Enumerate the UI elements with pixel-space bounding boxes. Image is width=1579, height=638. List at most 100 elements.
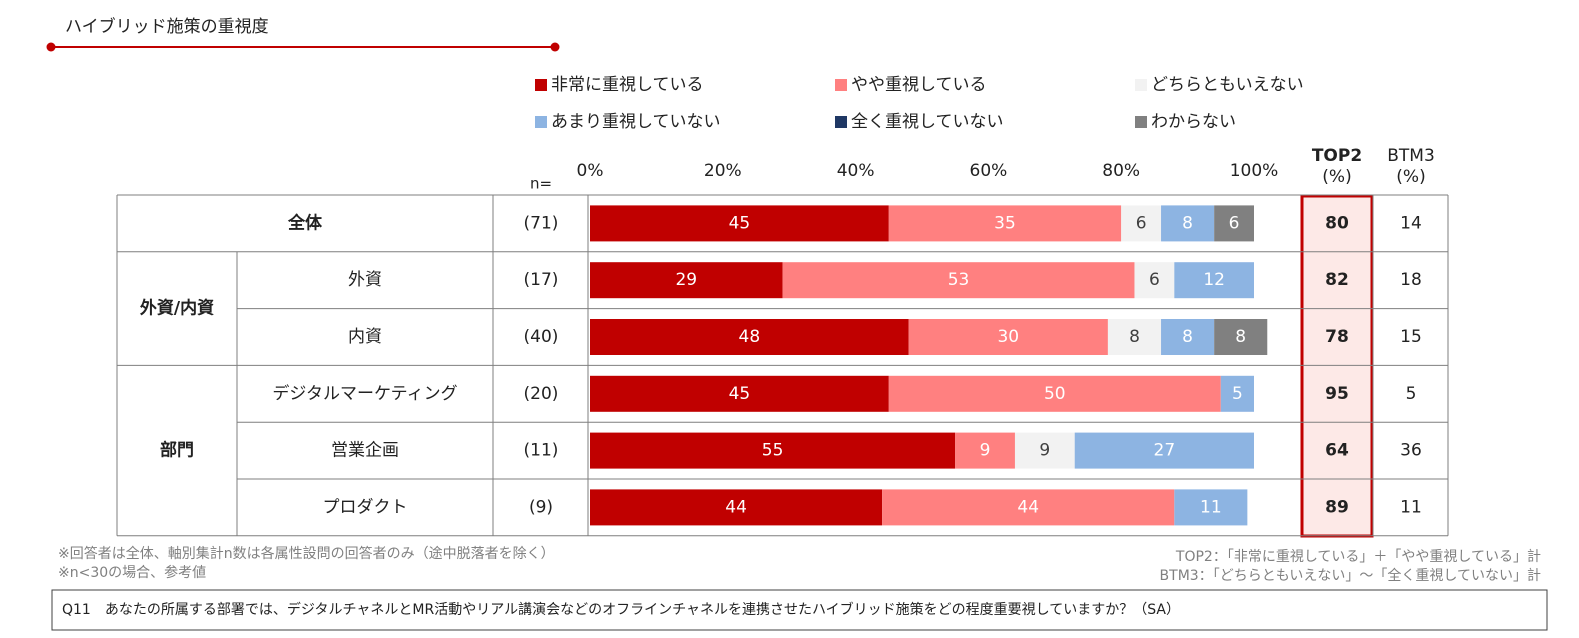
legend-label: 全く重視していない [851,112,1004,132]
btm3-value: 5 [1406,384,1417,404]
data-label: 27 [1154,441,1176,461]
data-label: 45 [729,213,751,233]
data-label: 30 [997,327,1019,347]
legend-label: やや重視している [851,75,987,95]
bar-segment [590,319,909,355]
x-tick-label: 20% [704,161,742,181]
data-label: 35 [994,213,1016,233]
legend-label: どちらともいえない [1151,75,1304,95]
legend-swatch [1135,116,1147,128]
question: Q11 あなたの所属する部署では、デジタルチャネルとMR活動やリアル講演会などの… [62,601,1180,618]
bar-segment [955,432,1015,469]
data-label: 6 [1229,213,1240,233]
top2-header: TOP2 [1312,146,1362,166]
note: ※回答者は全体、軸別集計n数は各属性設問の回答者のみ（途中脱落者を除く） [58,545,555,562]
top2-highlight [1300,194,1374,538]
row-label: 全体 [287,212,323,233]
data-label: 6 [1149,270,1160,290]
n-label: (71) [524,213,559,233]
btm3-value: 18 [1400,270,1422,290]
bar-segment [1214,319,1268,355]
data-label: 45 [729,384,751,404]
bar-segment [908,319,1108,355]
data-label: 29 [675,270,697,290]
top2-value: 82 [1325,270,1349,290]
data-label: 12 [1203,270,1225,290]
bar-segment [1014,432,1075,469]
bar-segment [590,432,956,469]
row-label: デジタルマーケティング [272,383,457,404]
data-label: 8 [1235,327,1246,347]
data-label: 8 [1182,327,1193,347]
definition: TOP2：「非常に重視している」＋「やや重視している」計 [1175,549,1541,565]
data-label: 48 [739,327,761,347]
row-label: プロダクト [323,497,408,517]
btm3-value: 36 [1400,441,1422,461]
bar-segment [888,375,1221,412]
definition: BTM3：「どちらともいえない」～「全く重視していない」計 [1160,567,1541,584]
bar-segment [888,205,1122,242]
row-label: 外資 [348,270,382,290]
bar-segment [1107,319,1162,355]
legend-swatch [835,116,847,128]
legend-swatch [535,79,547,91]
n-label: (9) [529,497,553,517]
data-label: 8 [1182,213,1193,233]
chart-title: ハイブリッド施策の重視度 [65,16,269,37]
legend-swatch [835,79,847,91]
x-tick-label: 100% [1230,161,1279,181]
group-label: 外資/内資 [140,298,214,319]
x-tick-label: 40% [837,161,875,181]
bar-segment [1214,205,1254,242]
legend-label: わからない [1151,112,1236,132]
bar-segment [1134,262,1175,299]
top2-value: 64 [1325,441,1349,461]
data-label: 11 [1200,497,1222,517]
n-label: (20) [524,384,559,404]
data-label: 5 [1232,384,1243,404]
x-tick-label: 0% [577,161,604,181]
bar-segment [590,262,783,299]
data-label: 44 [1017,497,1039,517]
n-label: (40) [524,327,559,347]
title-dot [550,42,560,52]
top2-value: 95 [1325,384,1349,404]
top2-value: 89 [1325,497,1349,517]
data-label: 50 [1044,384,1066,404]
n-header: n= [530,175,552,193]
data-label: 8 [1129,327,1140,347]
group-label: 部門 [160,440,194,461]
btm3-value: 15 [1400,327,1422,347]
row-label: 営業企画 [331,441,399,461]
legend-swatch [535,116,547,128]
btm3-unit: (%) [1396,167,1425,187]
top2-value: 78 [1325,327,1349,347]
btm3-value: 11 [1400,497,1422,517]
bar-segment [590,375,889,412]
bar-segment [1121,205,1162,242]
bar-segment [882,489,1175,526]
bar-segment [1161,319,1215,355]
note: ※n<30の場合、参考値 [58,564,206,581]
legend-label: あまり重視していない [551,112,721,132]
data-label: 44 [725,497,747,517]
bar-segment [590,489,883,526]
bar-segment [1174,262,1254,299]
bar-segment [1220,375,1254,412]
top2-value: 80 [1325,213,1349,233]
row-label: 内資 [348,327,382,347]
bar-segment [1174,489,1248,526]
bar-segment [1074,432,1254,469]
bar-segment [1161,205,1215,242]
data-label: 9 [980,441,991,461]
x-tick-label: 80% [1102,161,1140,181]
question-box [51,589,1548,631]
n-label: (17) [524,270,559,290]
bar-segment [782,262,1135,299]
bar-segment [590,205,889,242]
legend-label: 非常に重視している [551,75,704,95]
title-dot [46,42,56,52]
btm3-header: BTM3 [1387,146,1435,166]
